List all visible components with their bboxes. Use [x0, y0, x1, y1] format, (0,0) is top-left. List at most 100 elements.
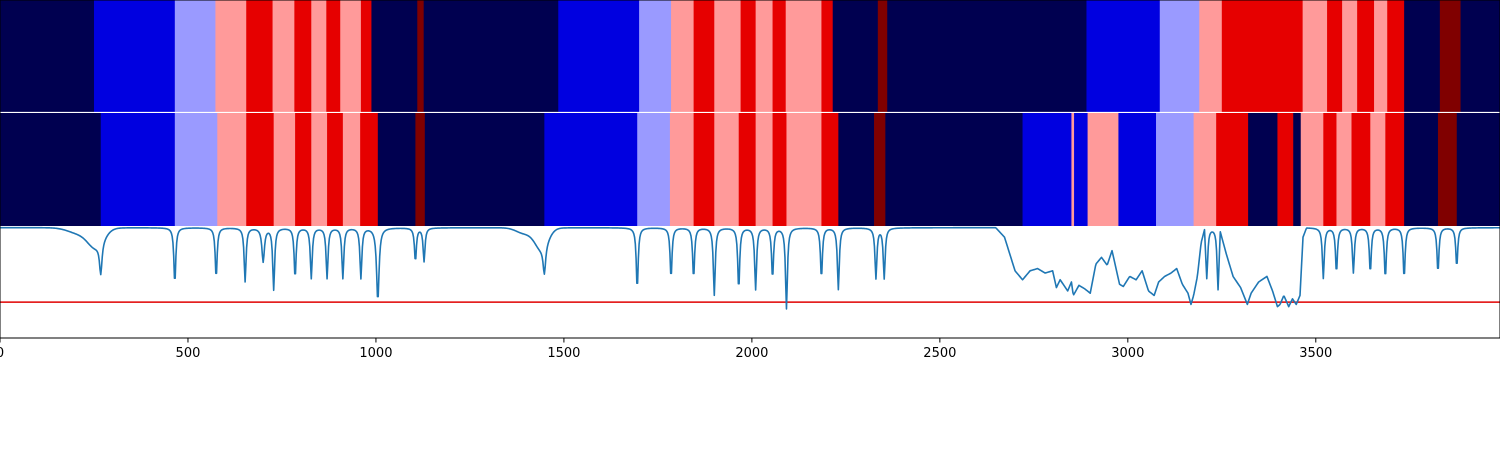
heatmap-row-2	[0, 113, 1500, 226]
row-1-segment-18	[714, 0, 742, 113]
heatmap-row-1	[0, 0, 1500, 113]
row-2-segment-7	[311, 113, 328, 226]
row-1-segment-30	[1221, 0, 1304, 113]
row-2-segment-40	[1336, 113, 1352, 226]
row-2-segment-34	[1216, 113, 1249, 226]
row-2-segment-15	[637, 113, 671, 226]
row-2-segment-26	[885, 113, 1023, 226]
row-2-segment-13	[424, 113, 545, 226]
row-1-segment-22	[785, 0, 822, 113]
row-2-segment-36	[1277, 113, 1294, 226]
row-1-segment-21	[772, 0, 787, 113]
spectrum-panel	[0, 226, 1500, 338]
row-1-segment-26	[887, 0, 1087, 113]
row-2-segment-1	[100, 113, 176, 226]
row-1-segment-29	[1199, 0, 1223, 113]
row-2-segment-27	[1022, 113, 1072, 226]
row-1-segment-15	[639, 0, 672, 113]
row-2-segment-19	[738, 113, 757, 226]
row-1-segment-7	[311, 0, 327, 113]
row-2-segment-5	[273, 113, 296, 226]
spectrum-line	[0, 226, 1500, 310]
row-1-segment-5	[272, 0, 295, 113]
row-1-segment-33	[1342, 0, 1358, 113]
row-1-segment-13	[423, 0, 559, 113]
row-1-segment-20	[755, 0, 773, 113]
row-1-segment-14	[558, 0, 640, 113]
axes-frame	[0, 0, 1500, 339]
row-2-segment-12	[415, 113, 426, 226]
row-1-segment-31	[1302, 0, 1328, 113]
row-2-segment-37	[1293, 113, 1302, 226]
x-axis: 0 500 1000 1500 2000 2500 3000 3500	[0, 338, 1332, 361]
row-2-segment-28	[1071, 113, 1075, 226]
row-1-segment-10	[360, 0, 372, 113]
x-tick-label-5: 2500	[923, 346, 956, 361]
row-2-segment-46	[1456, 113, 1500, 226]
row-2-segment-9	[342, 113, 361, 226]
x-tick-label-6: 3000	[1111, 346, 1144, 361]
row-2-segment-0	[0, 113, 102, 226]
row-1-segment-32	[1327, 0, 1343, 113]
row-2-segment-11	[377, 113, 416, 226]
row-2-segment-29	[1074, 113, 1088, 226]
row-2-segment-14	[544, 113, 638, 226]
row-1-segment-6	[294, 0, 312, 113]
row-1-segment-2	[174, 0, 216, 113]
x-tick-label-0: 0	[0, 346, 4, 361]
row-1-segment-8	[326, 0, 341, 113]
row-2-segment-25	[874, 113, 886, 226]
row-1-segment-9	[340, 0, 362, 113]
row-2-segment-43	[1385, 113, 1405, 226]
row-2-segment-21	[772, 113, 787, 226]
row-2-segment-10	[360, 113, 379, 226]
row-1-segment-4	[246, 0, 273, 113]
row-2-segment-31	[1118, 113, 1157, 226]
row-2-segment-24	[838, 113, 875, 226]
row-2-segment-30	[1087, 113, 1119, 226]
row-1-segment-37	[1404, 0, 1441, 113]
x-tick-label-2: 1000	[359, 346, 392, 361]
row-1-segment-19	[740, 0, 757, 113]
row-1-segment-34	[1357, 0, 1375, 113]
row-1-segment-35	[1374, 0, 1388, 113]
row-1-segment-39	[1460, 0, 1500, 113]
row-2-segment-41	[1351, 113, 1371, 226]
row-2-segment-38	[1300, 113, 1324, 226]
row-1-segment-23	[821, 0, 834, 113]
row-2-segment-44	[1404, 113, 1439, 226]
row-2-segment-45	[1437, 113, 1458, 226]
row-2-segment-4	[246, 113, 275, 226]
row-2-segment-3	[217, 113, 247, 226]
row-2-segment-39	[1323, 113, 1337, 226]
row-2-segment-18	[714, 113, 740, 226]
row-2-segment-8	[327, 113, 344, 226]
x-tick-label-7: 3500	[1299, 346, 1332, 361]
row-2-segment-42	[1370, 113, 1386, 226]
row-2-segment-2	[174, 113, 218, 226]
row-1-segment-0	[0, 0, 95, 113]
row-2-segment-32	[1156, 113, 1195, 226]
row-2-segment-33	[1193, 113, 1217, 226]
x-tick-label-4: 2000	[735, 346, 768, 361]
row-1-segment-38	[1439, 0, 1461, 113]
row-1-segment-1	[93, 0, 176, 113]
row-1-segment-36	[1387, 0, 1405, 113]
row-1-segment-28	[1159, 0, 1200, 113]
row-2-segment-35	[1248, 113, 1278, 226]
row-1-segment-3	[215, 0, 247, 113]
row-1-segment-25	[877, 0, 888, 113]
row-1-segment-12	[417, 0, 425, 113]
row-2-segment-20	[755, 113, 773, 226]
row-1-segment-27	[1086, 0, 1161, 113]
row-1-segment-11	[371, 0, 418, 113]
row-1-segment-24	[832, 0, 879, 113]
row-2-segment-23	[821, 113, 839, 226]
row-2-segment-22	[786, 113, 822, 226]
row-1-segment-16	[671, 0, 695, 113]
spectrum-background	[0, 226, 1500, 338]
x-tick-label-3: 1500	[547, 346, 580, 361]
x-tick-label-1: 500	[176, 346, 201, 361]
row-1-segment-17	[693, 0, 715, 113]
